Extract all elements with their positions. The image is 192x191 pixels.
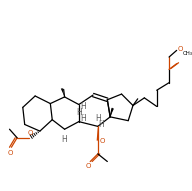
Text: O: O [8,150,13,156]
Text: Ḣ: Ḣ [99,120,104,129]
Text: CH₃: CH₃ [182,51,192,56]
Text: H: H [76,108,82,117]
Text: O: O [86,163,91,169]
Polygon shape [110,108,114,117]
Text: O: O [100,138,105,144]
Polygon shape [61,88,65,97]
Text: O: O [178,46,183,53]
Text: H: H [81,102,86,111]
Text: O: O [28,130,33,136]
Text: H: H [62,135,67,144]
Polygon shape [97,126,99,141]
Text: Ḣ: Ḣ [81,114,86,123]
Text: H: H [95,114,101,123]
